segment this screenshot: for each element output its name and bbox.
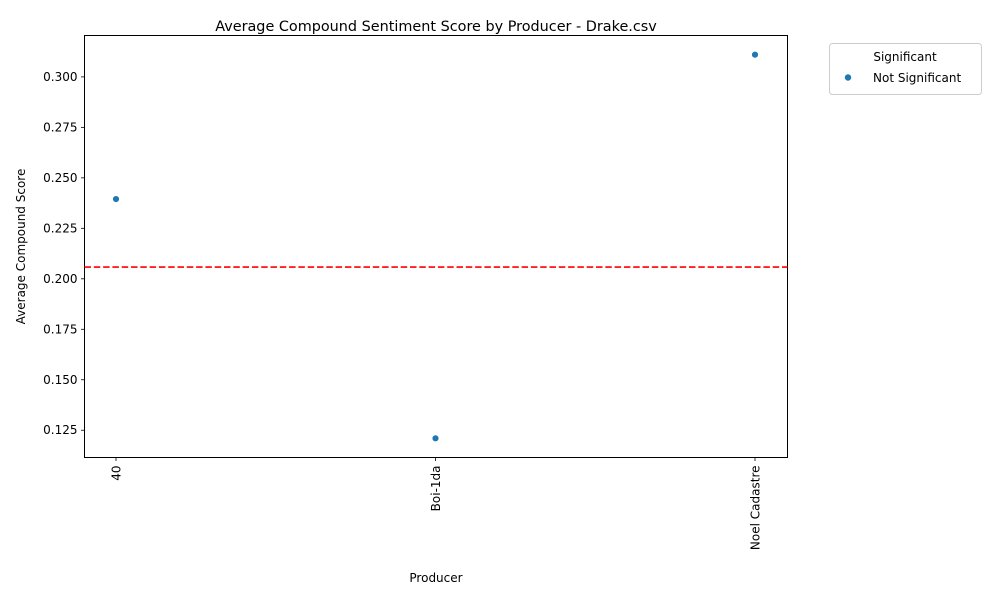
y-tick-label: 0.300 [43,70,77,84]
data-point [112,195,120,203]
x-tick-label: 40 [110,466,124,481]
y-tick-label: 0.275 [43,120,77,134]
x-tick-label: Boi-1da [429,466,443,512]
y-tick-label: 0.200 [43,272,77,286]
chart-title: Average Compound Sentiment Score by Prod… [215,19,657,35]
data-points [112,50,759,443]
y-tick-label: 0.250 [43,171,77,185]
legend-box [829,43,982,95]
data-point [431,434,440,443]
y-axis-ticks: 0.125 0.150 0.175 0.200 0.225 0.250 0.275 0.300 [43,70,85,437]
x-tick-label: Noel Cadastre [749,466,763,551]
y-tick-label: 0.150 [43,373,77,387]
plot-area-frame [84,35,788,458]
legend: Significant Not Significant [829,43,982,95]
y-tick-label: 0.225 [43,221,77,235]
data-point [751,50,759,59]
legend-title: Significant [873,50,937,64]
legend-entry-label: Not Significant [873,71,961,85]
x-axis-label: Producer [409,571,462,585]
y-tick-label: 0.125 [43,423,77,437]
x-axis-ticks: 40 Boi-1da Noel Cadastre [110,457,763,551]
y-axis-label: Average Compound Score [14,169,28,325]
y-tick-label: 0.175 [43,322,77,336]
legend-marker [844,74,852,81]
